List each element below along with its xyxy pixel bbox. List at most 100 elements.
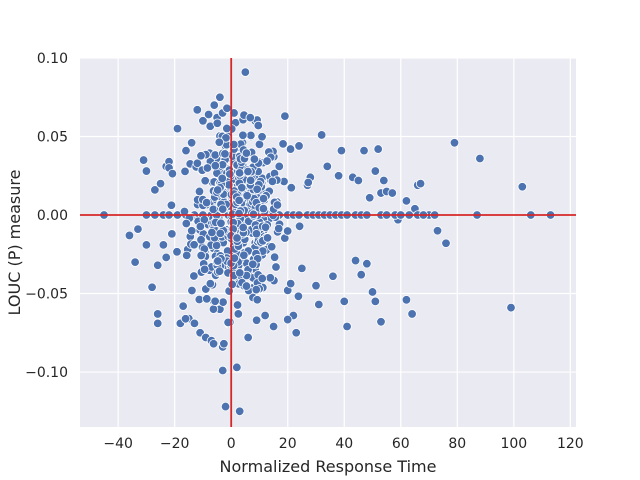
data-point bbox=[180, 166, 190, 177]
data-point bbox=[232, 233, 242, 243]
x-tick-label: 120 bbox=[557, 436, 584, 452]
data-point bbox=[203, 109, 214, 120]
data-point bbox=[147, 282, 157, 292]
data-point bbox=[208, 204, 218, 215]
data-point bbox=[449, 138, 460, 148]
data-point bbox=[262, 233, 273, 243]
data-point bbox=[215, 228, 226, 239]
data-point bbox=[153, 318, 163, 329]
data-point bbox=[153, 309, 163, 319]
data-point bbox=[150, 185, 160, 195]
data-point bbox=[238, 130, 248, 140]
data-point bbox=[192, 105, 202, 115]
data-point bbox=[166, 200, 177, 210]
data-point bbox=[130, 257, 140, 267]
data-point bbox=[181, 145, 191, 156]
data-point bbox=[271, 262, 281, 272]
data-point bbox=[199, 264, 210, 275]
data-point bbox=[238, 222, 248, 233]
x-tick-label: 20 bbox=[279, 436, 297, 452]
data-point bbox=[153, 260, 163, 270]
x-tick-label: 0 bbox=[227, 436, 236, 452]
data-point bbox=[441, 238, 451, 248]
data-point bbox=[407, 309, 417, 319]
data-point bbox=[218, 297, 228, 307]
data-point bbox=[285, 278, 296, 289]
data-point bbox=[240, 67, 251, 77]
data-point bbox=[223, 317, 233, 328]
data-point bbox=[294, 221, 305, 232]
data-point bbox=[370, 296, 381, 307]
data-point bbox=[379, 175, 389, 186]
data-point bbox=[252, 184, 262, 194]
data-point bbox=[415, 178, 426, 189]
data-point bbox=[350, 255, 361, 266]
data-point bbox=[252, 295, 262, 305]
data-point bbox=[138, 155, 149, 165]
data-point bbox=[432, 226, 443, 236]
data-point bbox=[356, 269, 366, 280]
data-point bbox=[333, 171, 344, 181]
data-point bbox=[222, 103, 232, 113]
data-point bbox=[257, 132, 267, 142]
x-tick-label: 40 bbox=[335, 436, 353, 452]
data-point bbox=[221, 133, 231, 143]
data-point bbox=[233, 309, 244, 319]
data-point bbox=[370, 166, 381, 176]
data-point bbox=[258, 203, 269, 214]
data-point bbox=[249, 154, 260, 164]
x-tick-label: 60 bbox=[392, 436, 410, 452]
data-point bbox=[212, 118, 223, 128]
data-point bbox=[328, 271, 338, 281]
data-point bbox=[220, 149, 230, 159]
data-point bbox=[220, 401, 231, 412]
data-point bbox=[260, 310, 270, 321]
data-point bbox=[285, 144, 296, 154]
data-point bbox=[234, 406, 245, 416]
data-point bbox=[201, 197, 212, 208]
data-point bbox=[303, 177, 313, 188]
y-tick-label: −0.05 bbox=[25, 287, 68, 303]
data-point bbox=[219, 339, 229, 349]
data-point bbox=[246, 130, 256, 141]
data-point bbox=[241, 148, 252, 158]
data-point bbox=[189, 318, 200, 329]
data-point bbox=[239, 250, 249, 260]
data-point bbox=[211, 240, 222, 251]
data-point bbox=[272, 200, 283, 210]
data-point bbox=[293, 291, 304, 301]
data-point bbox=[286, 183, 297, 193]
data-point bbox=[245, 112, 255, 123]
data-point bbox=[172, 123, 183, 134]
data-point bbox=[215, 92, 225, 102]
data-point bbox=[243, 332, 253, 343]
data-point bbox=[202, 163, 213, 173]
data-point bbox=[158, 240, 169, 250]
data-point bbox=[218, 204, 228, 214]
data-point bbox=[243, 166, 253, 177]
data-point bbox=[376, 317, 386, 327]
data-point bbox=[210, 160, 221, 171]
data-point bbox=[475, 153, 485, 164]
x-tick-label: −40 bbox=[103, 436, 133, 452]
data-point bbox=[218, 365, 228, 376]
data-point bbox=[182, 250, 192, 261]
data-point bbox=[187, 285, 197, 296]
data-point bbox=[517, 182, 528, 192]
data-point bbox=[387, 188, 397, 198]
x-axis-label: Normalized Response Time bbox=[220, 457, 437, 476]
data-point bbox=[208, 339, 219, 349]
y-axis-label: LOUC (P) measure bbox=[5, 170, 24, 316]
data-point bbox=[186, 138, 197, 148]
data-point bbox=[280, 111, 290, 121]
data-point bbox=[195, 221, 206, 232]
data-point bbox=[198, 116, 208, 126]
data-point bbox=[257, 273, 267, 284]
data-point bbox=[274, 223, 284, 234]
y-tick-label: 0.00 bbox=[37, 208, 68, 224]
data-point bbox=[278, 139, 288, 149]
data-point bbox=[178, 301, 188, 311]
data-point bbox=[213, 256, 223, 266]
data-point bbox=[282, 226, 293, 236]
